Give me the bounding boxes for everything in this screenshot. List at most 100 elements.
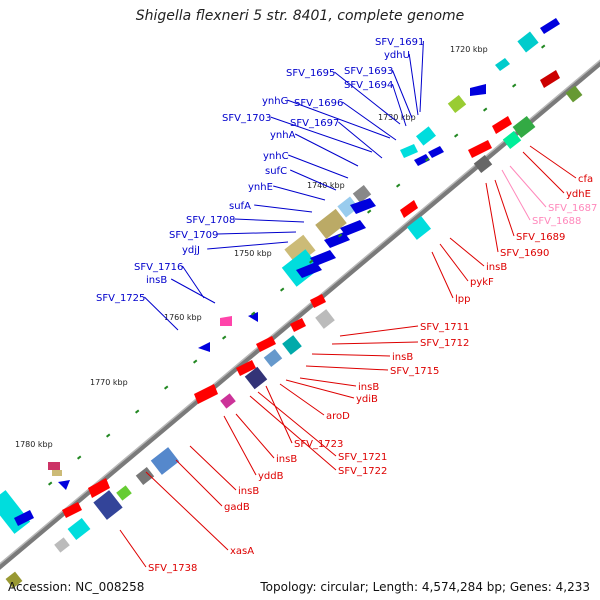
leader-line bbox=[223, 415, 257, 476]
scale-dash bbox=[454, 133, 459, 138]
gene-label: insB bbox=[392, 352, 413, 363]
leader-line bbox=[408, 53, 419, 116]
gene-label: SFV_1693 bbox=[344, 66, 393, 77]
leader-line bbox=[257, 391, 337, 457]
leader-line bbox=[439, 243, 469, 282]
gene-label: SFV_1691 bbox=[375, 37, 424, 48]
gene-label: insB bbox=[146, 275, 167, 286]
leader-line bbox=[270, 116, 373, 153]
scale-dash bbox=[541, 44, 546, 49]
gene-label: ydiB bbox=[356, 394, 378, 405]
leader-line bbox=[294, 133, 359, 167]
leader-line bbox=[311, 353, 391, 357]
gene-label: gadB bbox=[224, 502, 250, 513]
scale-dash bbox=[251, 311, 256, 316]
leader-line bbox=[339, 325, 419, 337]
scale-tick-label: 1730 kbp bbox=[378, 113, 416, 122]
gene-label: insB bbox=[238, 486, 259, 497]
gene-label: SFV_1716 bbox=[134, 262, 183, 273]
leader-line bbox=[254, 204, 313, 213]
leader-line bbox=[529, 145, 577, 179]
scale-tick-label: 1720 kbp bbox=[450, 45, 488, 54]
leader-line bbox=[299, 377, 357, 387]
leader-line bbox=[391, 83, 407, 127]
gene-label: sufA bbox=[229, 201, 251, 212]
gene-label: SFV_1697 bbox=[290, 118, 339, 129]
gene-label: SFV_1738 bbox=[148, 563, 197, 574]
leader-line bbox=[449, 237, 485, 267]
gene-label: ynhA bbox=[270, 130, 296, 141]
leader-line bbox=[234, 218, 305, 223]
leader-line bbox=[305, 365, 389, 371]
gene-label: lpp bbox=[455, 294, 470, 305]
label-lines: SFV_1691 ydhU SFV_1693 SFV_1695 SFV_1694 ynhG… bbox=[48, 37, 597, 574]
gene-label: yddB bbox=[258, 471, 284, 482]
scale-dash bbox=[425, 157, 430, 162]
leader-line bbox=[170, 278, 216, 304]
gene-label: SFV_1690 bbox=[500, 248, 549, 259]
gene-label: SFV_1711 bbox=[420, 322, 469, 333]
gene-label: aroD bbox=[326, 411, 350, 422]
gene-label: SFV_1687 bbox=[548, 203, 597, 214]
gene-label: SFV_1694 bbox=[344, 80, 393, 91]
scale-dash bbox=[338, 233, 343, 238]
leader-line bbox=[217, 231, 297, 235]
topology-text: Topology: circular; Length: 4,574,284 bp… bbox=[260, 580, 590, 594]
scale-dash bbox=[512, 83, 517, 88]
scale-tick-label: 1770 kbp bbox=[90, 378, 128, 387]
scale-dash bbox=[367, 209, 372, 214]
leader-line bbox=[285, 379, 355, 399]
leader-line bbox=[265, 385, 293, 444]
gene-label: ynhC bbox=[263, 151, 289, 162]
leader-line bbox=[289, 169, 337, 191]
gene-label: insB bbox=[276, 454, 297, 465]
gene-label: SFV_1721 bbox=[338, 452, 387, 463]
leader-line bbox=[181, 265, 205, 299]
scale-dash bbox=[309, 259, 314, 264]
leader-line bbox=[175, 459, 223, 507]
gene-label: SFV_1689 bbox=[516, 232, 565, 243]
leader-line bbox=[522, 151, 565, 194]
gene-label: SFV_1722 bbox=[338, 466, 387, 477]
leader-line bbox=[144, 296, 179, 331]
gene-label: ydjJ bbox=[182, 245, 200, 256]
scale-dash bbox=[48, 481, 53, 486]
leader-line bbox=[509, 165, 547, 208]
leader-line bbox=[331, 341, 419, 345]
leader-line bbox=[334, 71, 401, 125]
leader-line bbox=[189, 445, 237, 491]
leader-line bbox=[207, 241, 289, 250]
gene-label: SFV_1695 bbox=[286, 68, 335, 79]
scale-dash bbox=[163, 385, 169, 390]
gene-label: SFV_1715 bbox=[390, 366, 439, 377]
gene-label: ynhG bbox=[262, 96, 288, 107]
leader-line bbox=[494, 179, 515, 237]
scale-tick-label: 1780 kbp bbox=[15, 440, 53, 449]
accession-text: Accession: NC_008258 bbox=[8, 580, 145, 594]
leader-line bbox=[235, 413, 275, 459]
scale-dash bbox=[193, 359, 198, 364]
gene-label: ydhE bbox=[566, 189, 591, 200]
leader-line bbox=[249, 395, 337, 471]
scale-dash bbox=[134, 409, 140, 414]
scale-dash bbox=[105, 433, 111, 438]
inner-features bbox=[5, 70, 583, 589]
gene-label: sufC bbox=[265, 166, 287, 177]
gene-label: insB bbox=[486, 262, 507, 273]
scale-dash bbox=[396, 183, 401, 188]
leader-line bbox=[273, 185, 326, 201]
scale-dash bbox=[280, 287, 285, 292]
gene-label: xasA bbox=[230, 546, 254, 557]
gene-label: ydhU bbox=[384, 50, 410, 61]
leader-line bbox=[391, 69, 413, 119]
gene-label: ynhE bbox=[248, 182, 273, 193]
leader-line bbox=[145, 471, 229, 551]
leader-line bbox=[287, 99, 391, 139]
leader-line bbox=[419, 40, 424, 113]
gene-label: SFV_1703 bbox=[222, 113, 271, 124]
outer-features bbox=[0, 18, 560, 534]
leader-line bbox=[338, 121, 383, 159]
page-title: Shigella flexneri 5 str. 8401, complete … bbox=[135, 8, 465, 24]
gene-label: SFV_1688 bbox=[532, 216, 581, 227]
